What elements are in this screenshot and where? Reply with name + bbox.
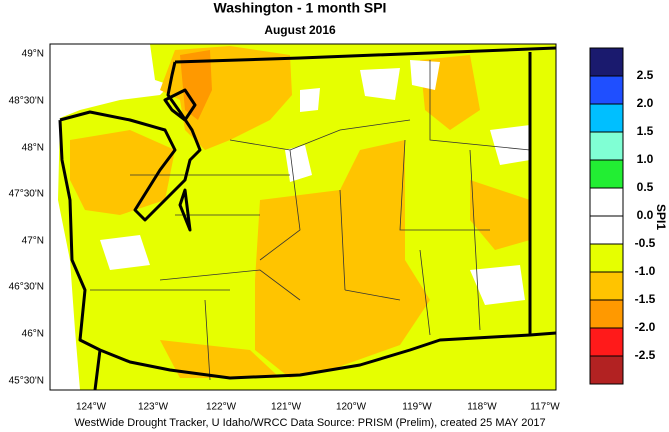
drought-area bbox=[180, 50, 212, 120]
lon-label: 122°W bbox=[206, 402, 237, 413]
lat-label: 46°N bbox=[22, 329, 44, 340]
colorbar-label: -0.5 bbox=[635, 236, 656, 250]
lat-label: 48°30'N bbox=[9, 96, 44, 107]
colorbar-box bbox=[589, 215, 624, 245]
colorbar-label: 0.5 bbox=[637, 180, 654, 194]
colorbar-title: SPI1 bbox=[654, 204, 668, 230]
latitude-axis: 49°N 48°30'N 48°N 47°30'N 47°N 46°30'N 4… bbox=[9, 49, 44, 387]
title: Washington - 1 month SPI bbox=[214, 0, 387, 16]
colorbar-box bbox=[589, 271, 624, 301]
colorbar-label: 2.5 bbox=[637, 68, 654, 82]
lon-label: 124°W bbox=[76, 402, 107, 413]
colorbar-label: -1.5 bbox=[635, 292, 656, 306]
colorbar-box bbox=[589, 75, 624, 105]
lon-label: 118°W bbox=[467, 402, 497, 413]
colorbar: 2.5 2.0 1.5 1.0 0.5 0.0 -0.5 -1.0 -1.5 -2.0 -2.5 bbox=[589, 47, 656, 385]
drought-area bbox=[70, 130, 175, 215]
colorbar-label: 1.0 bbox=[637, 152, 654, 166]
colorbar-box bbox=[589, 187, 624, 217]
lon-label: 120°W bbox=[336, 402, 367, 413]
lon-label: 117°W bbox=[530, 402, 560, 413]
map bbox=[49, 43, 557, 391]
lon-label: 123°W bbox=[138, 402, 169, 413]
drought-area bbox=[255, 140, 430, 378]
footer: WestWide Drought Tracker, U Idaho/WRCC D… bbox=[74, 417, 545, 429]
lat-label: 46°30'N bbox=[9, 282, 44, 293]
ocean bbox=[50, 44, 170, 390]
colorbar-box bbox=[589, 299, 624, 329]
colorbar-box bbox=[589, 159, 624, 189]
colorbar-label: 0.0 bbox=[637, 208, 654, 222]
lon-label: 119°W bbox=[402, 402, 432, 413]
colorbar-label: -2.5 bbox=[635, 348, 656, 362]
lat-label: 49°N bbox=[22, 49, 44, 60]
drought-area bbox=[470, 180, 530, 250]
colorbar-label: -1.0 bbox=[635, 264, 656, 278]
map-frame bbox=[49, 43, 557, 391]
lat-label: 45°30'N bbox=[9, 376, 44, 387]
colorbar-label: 1.5 bbox=[637, 124, 654, 138]
drought-area bbox=[160, 340, 280, 378]
subtitle: August 2016 bbox=[264, 23, 336, 37]
colorbar-label: -2.0 bbox=[635, 320, 656, 334]
normal-area bbox=[100, 60, 530, 305]
colorbar-box bbox=[589, 103, 624, 133]
lat-label: 47°N bbox=[22, 236, 44, 247]
lat-label: 48°N bbox=[22, 143, 44, 154]
colorbar-label: 2.0 bbox=[637, 96, 654, 110]
colorbar-box bbox=[589, 243, 624, 273]
lon-label: 121°W bbox=[271, 402, 302, 413]
colorbar-box bbox=[589, 327, 624, 357]
longitude-axis: 124°W 123°W 122°W 121°W 120°W 119°W 118°… bbox=[76, 402, 560, 413]
colorbar-box bbox=[589, 47, 624, 77]
colorbar-box bbox=[589, 131, 624, 161]
lat-label: 47°30'N bbox=[9, 189, 44, 200]
colorbar-box bbox=[589, 355, 624, 385]
